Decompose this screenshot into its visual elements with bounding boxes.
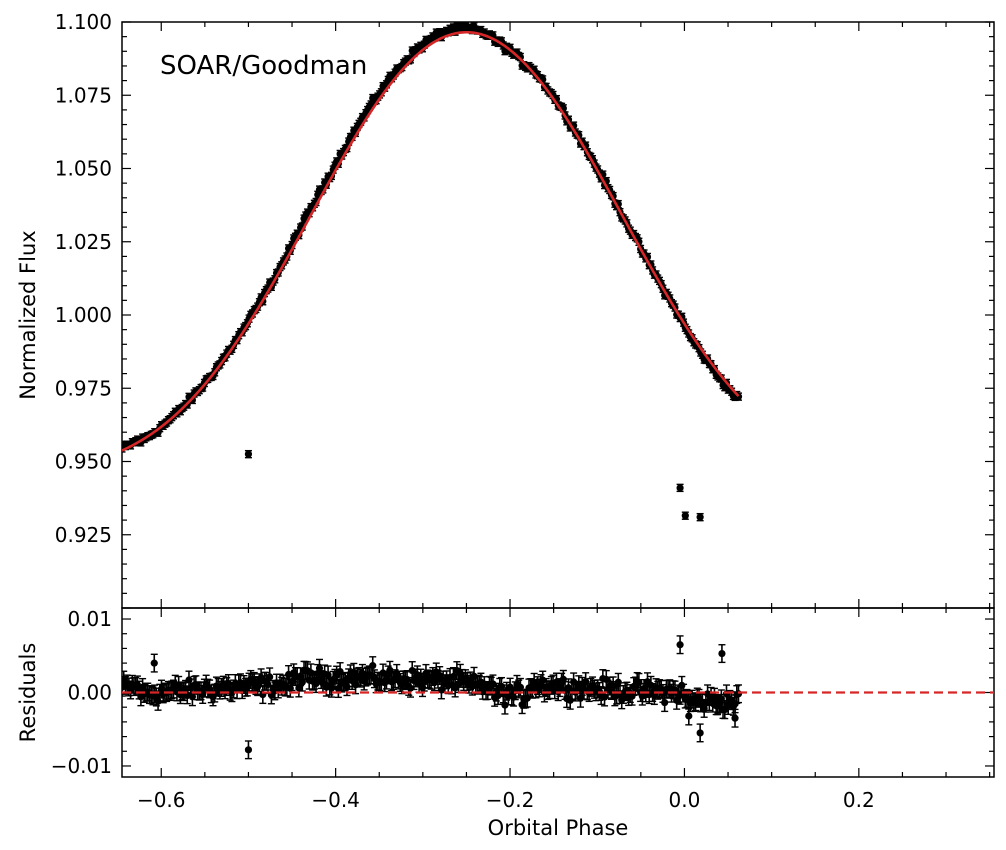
y-tick-label: 1.100 (55, 10, 112, 34)
residual-data-points (122, 635, 743, 760)
instrument-label: SOAR/Goodman (160, 51, 367, 81)
x-tick-label: 0.0 (669, 788, 701, 812)
y-tick-label: 0.01 (67, 607, 112, 631)
y-tick-label: 0.975 (55, 376, 112, 400)
data-point (661, 698, 669, 707)
data-point (406, 684, 415, 692)
data-point (718, 649, 726, 658)
flux-data-points (122, 22, 743, 522)
y-tick-label: 0.950 (55, 450, 112, 474)
data-point (369, 662, 377, 670)
y-tick-label: 1.050 (55, 157, 112, 181)
data-point (676, 641, 684, 649)
y-tick-label: 0.00 (67, 681, 112, 705)
x-tick-label: −0.2 (486, 788, 535, 812)
data-point (244, 450, 253, 458)
flux-panel: 0.925 0.950 0.975 1.000 1.025 1.050 1.075 1.100… (16, 10, 995, 609)
data-point (576, 694, 585, 702)
data-point (713, 702, 722, 710)
model-curve (122, 30, 740, 452)
x-tick-label: 0.2 (843, 788, 875, 812)
data-point (244, 746, 253, 754)
data-point (614, 678, 622, 686)
data-point (676, 484, 684, 492)
data-point (539, 676, 547, 684)
data-point (685, 712, 693, 720)
data-point (185, 676, 193, 684)
y-tick-label: 1.075 (55, 83, 112, 107)
x-axis-title: Orbital Phase (488, 816, 629, 840)
data-point (315, 664, 324, 672)
data-point (734, 690, 743, 698)
y-tick-label: 0.925 (55, 523, 112, 547)
residuals-panel: −0.6 −0.4 −0.2 0.0 0.2 −0.01 0.00 0.01 Residuals… (16, 607, 995, 840)
y-tick-label: 1.025 (55, 230, 112, 254)
data-point (696, 513, 704, 521)
data-point (150, 659, 158, 667)
data-point (628, 692, 636, 700)
data-point (266, 673, 274, 681)
y-tick-label: −0.01 (51, 754, 112, 778)
data-point (678, 681, 686, 689)
data-point (731, 714, 739, 722)
x-tick-label: −0.6 (137, 788, 186, 812)
data-point (681, 512, 689, 520)
data-point (298, 678, 306, 686)
y-axis-title-flux: Normalized Flux (16, 230, 40, 399)
y-tick-label: 1.000 (55, 303, 112, 327)
data-point (696, 729, 704, 737)
y-axis-title-residuals: Residuals (16, 643, 40, 743)
data-point (188, 693, 197, 701)
x-tick-label: −0.4 (311, 788, 360, 812)
data-point (516, 683, 525, 691)
data-point (327, 684, 336, 692)
